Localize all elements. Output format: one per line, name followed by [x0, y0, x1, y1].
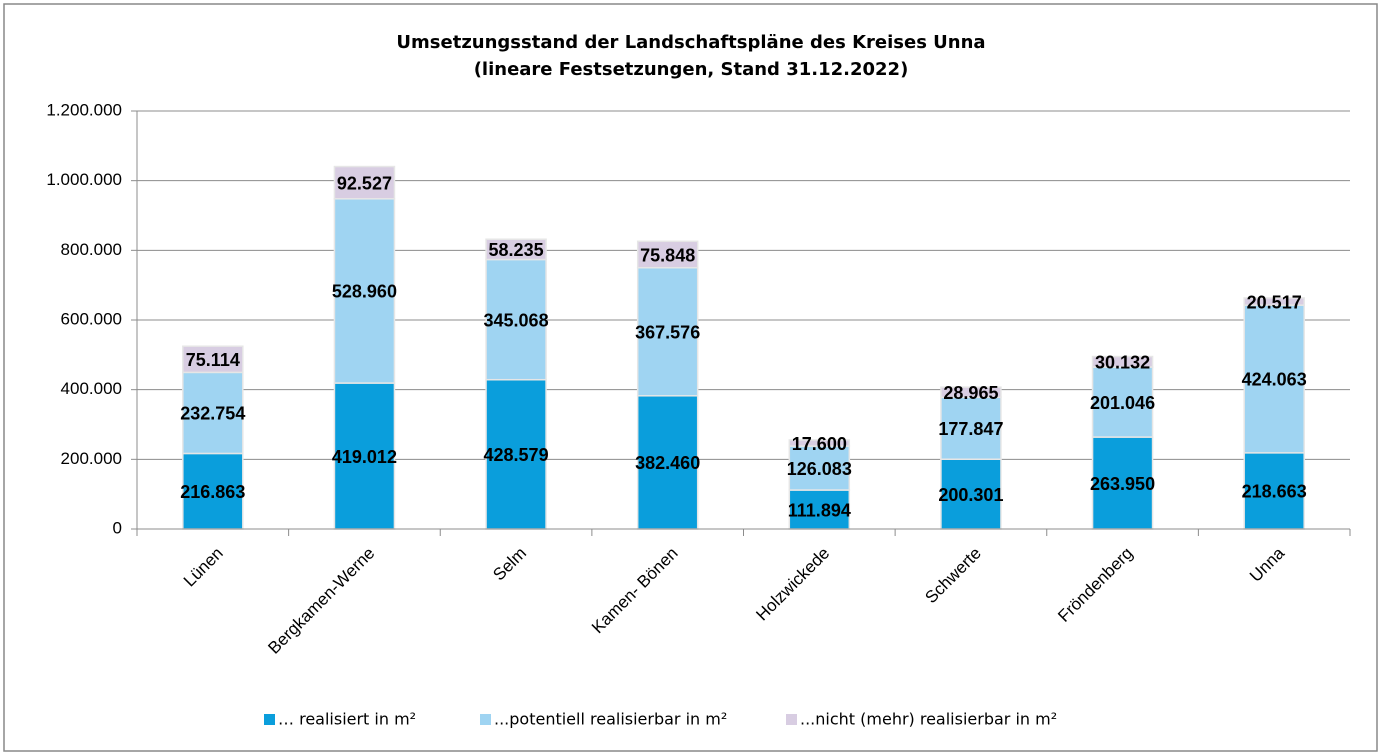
value-label: 382.460 [635, 453, 700, 473]
value-label: 428.579 [484, 445, 549, 465]
bar-segment [1243, 297, 1305, 306]
value-label: 20.517 [1247, 292, 1302, 312]
bar-segment [1243, 304, 1305, 454]
bar-segment [636, 395, 699, 530]
value-label: 200.301 [938, 485, 1003, 505]
value-label: 367.576 [635, 323, 700, 343]
value-label: 528.960 [332, 282, 397, 302]
y-tick-label: 0 [113, 518, 122, 537]
legend-label: … realisiert in m² [278, 710, 416, 729]
bar-segment [333, 382, 396, 530]
chart-subtitle: (lineare Festsetzungen, Stand 31.12.2022… [474, 59, 909, 80]
bar-segment [485, 378, 547, 530]
y-tick-label: 1.000.000 [46, 170, 122, 189]
legend-swatch [264, 714, 275, 725]
bar-segment [940, 386, 1002, 399]
value-label: 58.235 [489, 240, 544, 260]
value-label: 75.848 [640, 245, 695, 265]
value-label: 126.083 [787, 459, 852, 479]
bar-segment [182, 345, 244, 374]
bar-segment [788, 445, 851, 491]
value-label: 17.600 [792, 434, 847, 454]
legend-label: ...nicht (mehr) realisierbar in m² [800, 710, 1057, 729]
legend-swatch [786, 714, 797, 725]
bar-segment [788, 439, 851, 447]
value-label: 201.046 [1090, 393, 1155, 413]
value-label: 218.663 [1242, 482, 1307, 502]
value-label: 345.068 [484, 310, 549, 330]
y-tick-label: 1.200.000 [46, 100, 122, 119]
value-label: 111.894 [788, 500, 851, 520]
value-label: 75.114 [186, 350, 240, 370]
value-label: 263.950 [1090, 474, 1155, 494]
value-label: 419.012 [332, 447, 397, 467]
bar-segment [1091, 366, 1154, 438]
bar-segment [636, 240, 699, 269]
legend-swatch [480, 714, 491, 725]
bar-segment [1091, 355, 1154, 368]
y-tick-label: 200.000 [61, 449, 122, 468]
y-tick-label: 600.000 [61, 309, 122, 328]
bar-segment [333, 198, 396, 384]
value-label: 28.965 [943, 383, 998, 403]
value-label: 424.063 [1242, 370, 1307, 390]
bar-segment [1243, 452, 1305, 530]
value-label: 30.132 [1095, 353, 1150, 373]
bar-segment [485, 258, 547, 381]
bar-segment [333, 165, 396, 200]
chart-title: Umsetzungsstand der Landschaftspläne des… [396, 32, 985, 53]
bar-segment [485, 238, 547, 261]
value-label: 232.754 [180, 404, 245, 424]
value-label: 177.847 [938, 419, 1003, 439]
y-tick-label: 400.000 [61, 379, 122, 398]
legend-label: ...potentiell realisierbar in m² [494, 710, 727, 729]
value-label: 92.527 [337, 173, 392, 193]
value-label: 216.863 [180, 482, 245, 502]
bar-segment [182, 371, 244, 455]
y-tick-label: 800.000 [61, 240, 122, 259]
